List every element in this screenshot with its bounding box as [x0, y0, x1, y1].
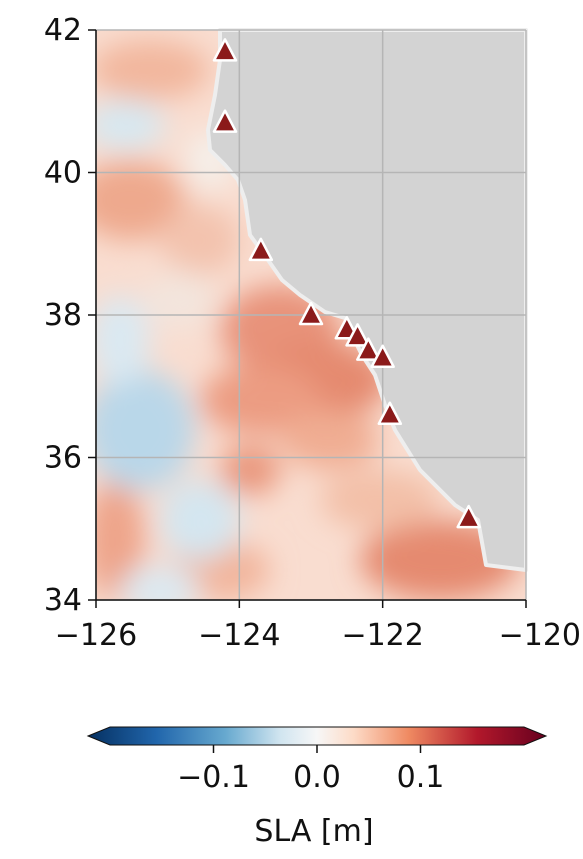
station-marker [212, 38, 238, 62]
colorbar-tick-label: −0.1 [177, 760, 250, 795]
x-tick-label: −124 [198, 618, 280, 653]
y-tick-label: 42 [44, 13, 82, 48]
tide-gauge-stations [212, 38, 481, 529]
x-tick-label: −120 [499, 618, 581, 653]
station-marker [212, 109, 238, 133]
y-tick-label: 40 [44, 156, 82, 191]
x-tick-label: −126 [55, 618, 137, 653]
y-tick-label: 38 [44, 298, 82, 333]
x-axis: −126 −124 −122 −120 [55, 600, 581, 653]
colorbar-ticks: −0.1 0.0 0.1 [177, 745, 444, 795]
colorbar-tick-label: 0.0 [293, 760, 341, 795]
station-marker [356, 337, 381, 361]
colorbar-tick-label: 0.1 [397, 760, 445, 795]
colorbar-label: SLA [m] [254, 814, 373, 849]
station-marker [345, 323, 370, 347]
y-axis: 34 36 38 40 42 [44, 13, 96, 618]
y-tick-label: 34 [44, 583, 82, 618]
station-marker [377, 401, 403, 425]
station-marker [298, 301, 324, 326]
x-tick-label: −122 [341, 618, 423, 653]
station-marker [370, 344, 395, 368]
colorbar: −0.1 0.0 0.1 SLA [m] [86, 726, 548, 849]
y-tick-label: 36 [44, 441, 82, 476]
colorbar-gradient [86, 726, 548, 746]
station-marker [456, 504, 481, 529]
station-marker [248, 237, 274, 262]
